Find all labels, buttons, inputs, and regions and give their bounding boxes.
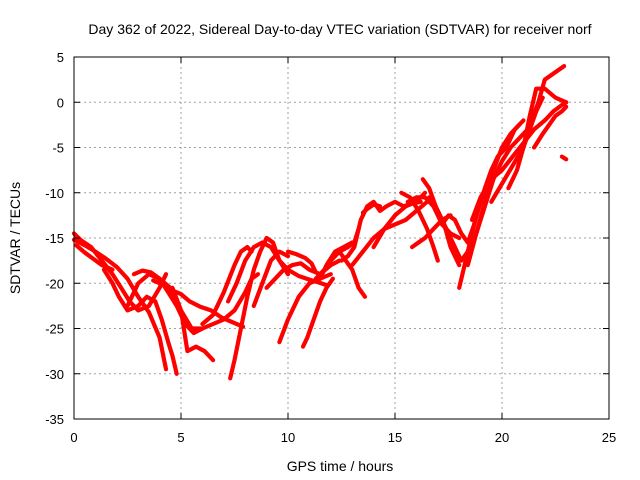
series-line-track-04 xyxy=(101,267,179,376)
chart-title: Day 362 of 2022, Sidereal Day-to-day VTE… xyxy=(88,21,591,37)
series-line-track-38 xyxy=(559,154,569,162)
y-axis-label: SDTVAR / TECUs xyxy=(7,182,23,294)
series-line-track-22 xyxy=(350,199,430,268)
series-line-track-14 xyxy=(285,249,318,275)
y-tick-label: -15 xyxy=(45,231,64,246)
series-line-track-32 xyxy=(474,122,522,236)
series-line-track-21 xyxy=(360,202,383,215)
y-tick-label: -25 xyxy=(45,322,64,337)
y-tick-label: -20 xyxy=(45,276,64,291)
x-tick-label: 15 xyxy=(388,430,402,445)
series-line-track-03 xyxy=(74,243,115,272)
series-line-track-09 xyxy=(200,245,254,327)
series-line-track-28 xyxy=(427,195,470,263)
series-line-track-16 xyxy=(300,276,335,349)
x-tick-label: 25 xyxy=(602,430,616,445)
series-line-track-15 xyxy=(277,272,333,345)
x-axis-label: GPS time / hours xyxy=(287,458,394,474)
series-line-track-13 xyxy=(251,249,291,308)
data-series xyxy=(71,63,569,381)
series-line-track-36 xyxy=(527,63,567,127)
y-tick-label: -5 xyxy=(52,141,64,156)
series-line-track-18 xyxy=(318,240,355,281)
y-tick-label: -30 xyxy=(45,367,64,382)
series-line-track-37 xyxy=(532,104,569,150)
y-tick-label: 0 xyxy=(57,95,64,110)
series-line-track-24 xyxy=(399,190,440,263)
series-line-track-02 xyxy=(71,237,169,372)
x-tick-label: 5 xyxy=(177,430,184,445)
series-line-track-35 xyxy=(506,86,569,191)
series-line-track-23 xyxy=(371,190,428,250)
y-tick-label: -10 xyxy=(45,186,64,201)
axis-ticks: 0 5 10 15 20 25 -35 -30 -25 -20 -15 -10 -5 0 5 xyxy=(45,50,616,445)
x-tick-label: 10 xyxy=(281,430,295,445)
x-tick-label: 0 xyxy=(70,430,77,445)
x-tick-label: 20 xyxy=(495,430,509,445)
y-tick-label: -35 xyxy=(45,412,64,427)
y-tick-label: 5 xyxy=(57,50,64,65)
series-line-track-10 xyxy=(228,235,291,381)
series-line-track-07 xyxy=(151,278,246,329)
